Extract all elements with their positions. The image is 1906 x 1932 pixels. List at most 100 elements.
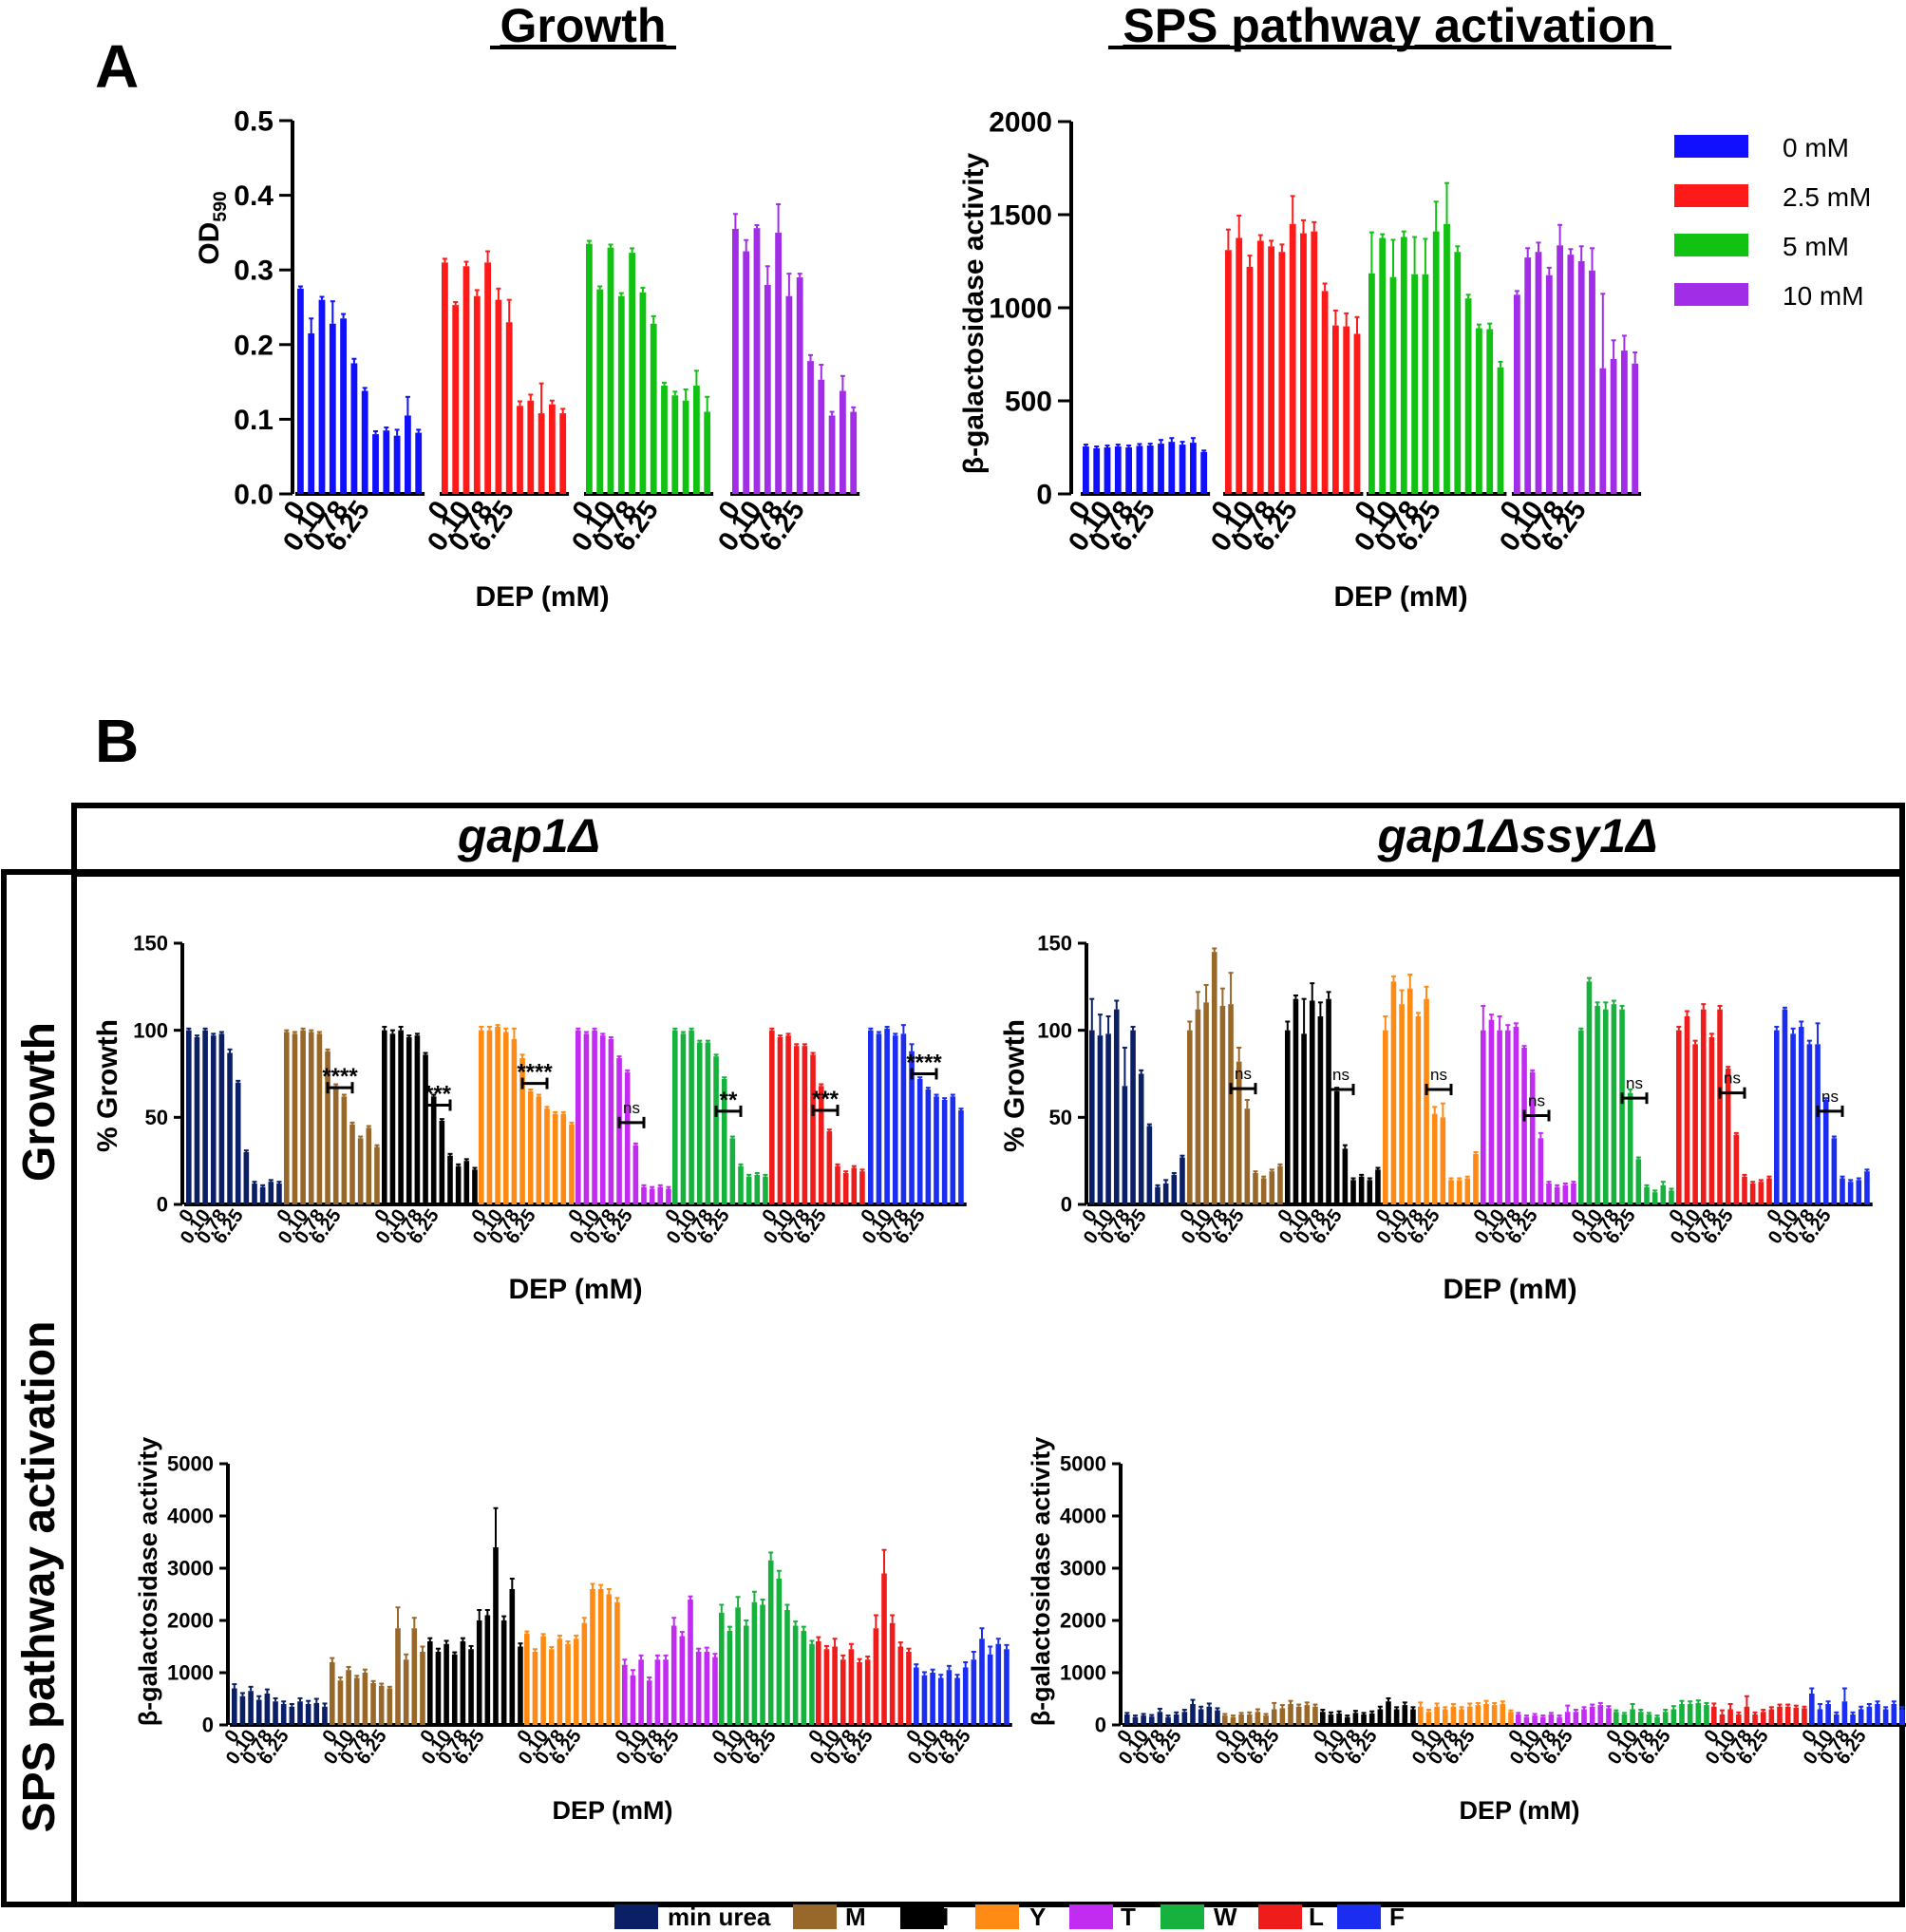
bar <box>784 1610 790 1725</box>
bar <box>227 1052 233 1204</box>
bar <box>1190 443 1197 494</box>
bar <box>1332 325 1339 494</box>
bar <box>297 288 304 494</box>
bar <box>889 1622 896 1725</box>
bar <box>316 1033 323 1204</box>
bar <box>1831 1138 1838 1204</box>
bar <box>1725 1069 1731 1204</box>
sig-label: ** <box>720 1088 738 1113</box>
bar <box>430 1096 437 1204</box>
x-axis-label: DEP (mM) <box>475 581 609 613</box>
bar <box>273 1701 278 1725</box>
bar <box>1222 1715 1228 1725</box>
bar <box>468 1649 474 1725</box>
bar <box>971 1659 977 1725</box>
y-axis-label: β-galactosidase activity <box>134 1437 162 1727</box>
bar <box>1578 1030 1584 1204</box>
y-tick-label: 2000 <box>1060 1609 1106 1633</box>
x-axis-label: DEP (mM) <box>508 1274 642 1305</box>
bar <box>518 1646 523 1725</box>
bar <box>243 1152 250 1204</box>
bar <box>1573 1712 1579 1725</box>
y-tick-label: 1000 <box>1060 1661 1106 1685</box>
bar <box>1424 998 1429 1204</box>
legend-swatch <box>900 1904 944 1929</box>
bar <box>1411 274 1418 494</box>
sig-label: ns <box>1724 1070 1741 1088</box>
bar <box>452 305 460 494</box>
bar <box>775 232 782 494</box>
bar <box>442 262 448 494</box>
bar <box>1113 1009 1120 1204</box>
bar <box>1752 1714 1758 1725</box>
bar <box>597 1589 604 1725</box>
bar <box>1875 1704 1880 1725</box>
bar <box>1253 1173 1258 1204</box>
bar <box>1454 252 1462 494</box>
bar <box>1130 1030 1136 1204</box>
bar <box>1798 1027 1804 1204</box>
bar <box>1486 329 1494 494</box>
bar <box>1866 1706 1873 1725</box>
sig-label: **** <box>517 1060 553 1086</box>
bar <box>1554 1186 1560 1204</box>
bar <box>511 1038 518 1204</box>
bar <box>792 1625 799 1725</box>
bar <box>1295 1706 1302 1725</box>
bar <box>1760 1712 1766 1725</box>
bar <box>1304 1705 1311 1725</box>
bar <box>1733 1134 1740 1204</box>
y-tick-label: 2000 <box>167 1609 214 1633</box>
bar <box>1589 270 1595 494</box>
y-axis-label: β-galactosidase activity <box>958 152 990 474</box>
bar <box>704 411 711 494</box>
bar <box>1790 1033 1796 1204</box>
panel-letter-a: A <box>95 32 139 101</box>
bar <box>616 1058 622 1204</box>
bar <box>1138 1073 1144 1204</box>
row-label-frame <box>1 869 77 1907</box>
bar <box>704 1652 710 1725</box>
bar <box>823 1649 830 1725</box>
bar <box>268 1182 274 1204</box>
bar <box>859 1171 865 1204</box>
bar <box>1684 1016 1690 1204</box>
bar <box>1379 237 1387 494</box>
bar <box>705 1042 711 1204</box>
y-tick-label: 0 <box>1095 1714 1106 1737</box>
bar <box>289 1706 295 1725</box>
bar <box>1181 1712 1188 1725</box>
bar <box>292 1033 298 1204</box>
bar <box>818 379 825 494</box>
strain-title-gap1-ssy1: gap1Δssy1Δ <box>1376 809 1657 862</box>
bar <box>1260 1178 1267 1204</box>
bar <box>1271 1709 1277 1725</box>
bar <box>1630 1709 1635 1725</box>
bar <box>1344 1716 1350 1725</box>
bar <box>1448 1180 1454 1204</box>
bar <box>1171 1174 1178 1204</box>
bar <box>1602 1009 1609 1204</box>
bar <box>826 1131 833 1204</box>
bar <box>1497 1030 1502 1204</box>
bar <box>1597 1705 1604 1725</box>
bar <box>679 1636 686 1725</box>
bar <box>586 243 593 494</box>
bar <box>1125 447 1132 494</box>
bar <box>897 1646 904 1725</box>
bar <box>544 1108 550 1204</box>
bar <box>536 1096 542 1204</box>
legend-label: 5 mM <box>1783 232 1849 261</box>
bar <box>1504 1030 1511 1204</box>
bar <box>395 1628 401 1725</box>
bar <box>1662 1712 1669 1725</box>
bar <box>599 1035 606 1204</box>
bar <box>340 318 347 494</box>
bar <box>1646 1714 1652 1725</box>
bar <box>1768 1709 1775 1725</box>
bar <box>680 1033 687 1204</box>
bar <box>1833 1714 1840 1725</box>
bar <box>1410 1709 1416 1725</box>
bar <box>1571 1184 1576 1204</box>
